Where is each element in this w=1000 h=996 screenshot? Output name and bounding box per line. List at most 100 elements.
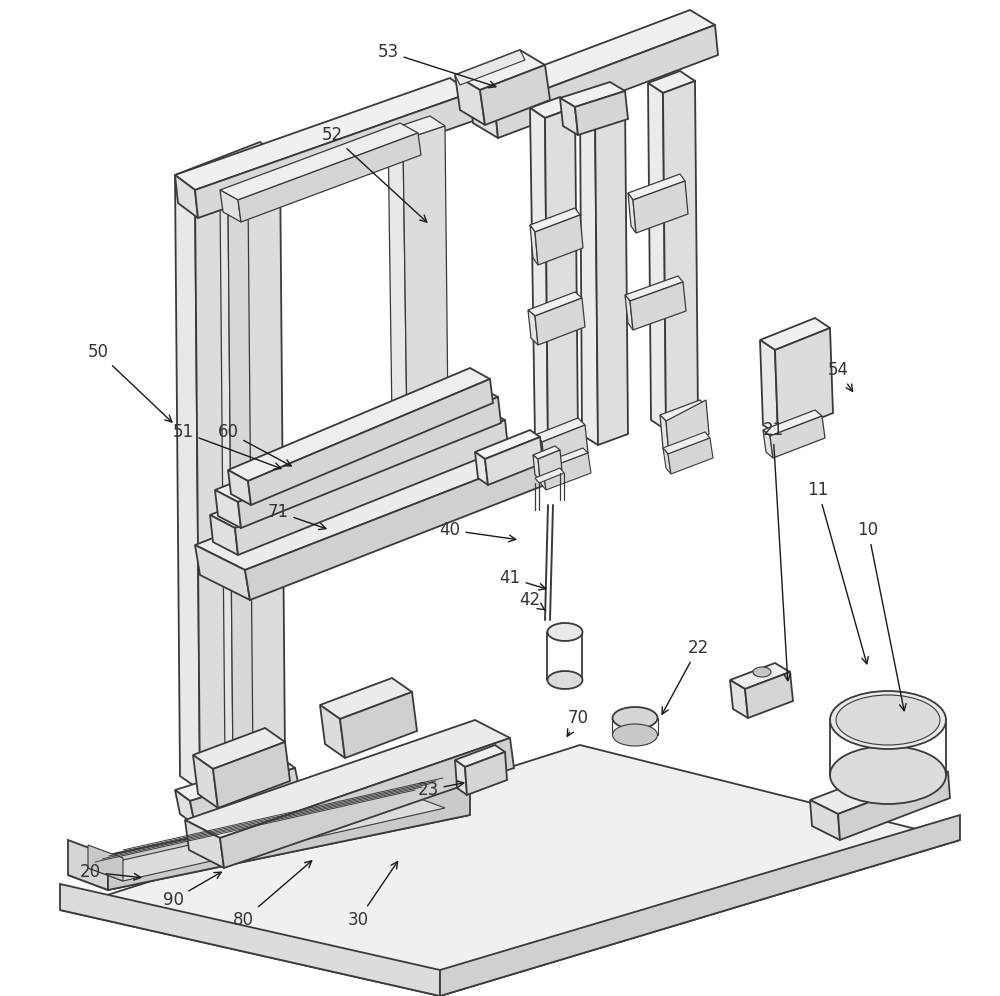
Text: 10: 10 [857, 521, 906, 711]
Ellipse shape [548, 671, 582, 689]
Polygon shape [530, 97, 575, 118]
Polygon shape [88, 845, 123, 881]
Polygon shape [538, 450, 562, 480]
Polygon shape [215, 490, 241, 528]
Polygon shape [810, 758, 948, 814]
Polygon shape [228, 368, 490, 481]
Text: 40: 40 [440, 521, 516, 542]
Polygon shape [190, 768, 300, 825]
Polygon shape [340, 692, 417, 758]
Polygon shape [535, 435, 545, 470]
Polygon shape [320, 705, 345, 758]
Ellipse shape [548, 623, 582, 641]
Polygon shape [560, 82, 625, 107]
Text: 71: 71 [267, 503, 326, 530]
Polygon shape [530, 108, 548, 450]
Polygon shape [580, 102, 598, 445]
Polygon shape [535, 418, 585, 442]
Polygon shape [663, 432, 710, 454]
Polygon shape [475, 430, 540, 459]
Text: 80: 80 [232, 861, 312, 929]
Polygon shape [533, 455, 540, 480]
Polygon shape [535, 298, 585, 345]
Polygon shape [730, 680, 748, 718]
Polygon shape [175, 78, 470, 190]
Polygon shape [403, 126, 448, 430]
Text: 53: 53 [377, 43, 496, 88]
Polygon shape [668, 438, 713, 474]
Polygon shape [485, 437, 543, 485]
Polygon shape [108, 780, 470, 890]
Polygon shape [220, 738, 514, 868]
Polygon shape [660, 400, 706, 421]
Polygon shape [533, 446, 560, 459]
Polygon shape [195, 545, 250, 600]
Polygon shape [663, 448, 671, 474]
Polygon shape [455, 760, 467, 795]
Text: 42: 42 [519, 591, 546, 611]
Polygon shape [220, 187, 248, 203]
Polygon shape [475, 452, 488, 485]
Polygon shape [175, 175, 198, 218]
Ellipse shape [830, 691, 946, 749]
Polygon shape [175, 175, 200, 790]
Polygon shape [193, 755, 218, 808]
Polygon shape [663, 81, 698, 430]
Polygon shape [538, 448, 588, 470]
Polygon shape [543, 453, 591, 490]
Polygon shape [455, 745, 505, 767]
Polygon shape [455, 50, 525, 85]
Polygon shape [235, 420, 508, 555]
Polygon shape [628, 174, 685, 200]
Polygon shape [220, 190, 241, 222]
Polygon shape [220, 123, 418, 200]
Polygon shape [470, 93, 498, 138]
Polygon shape [495, 25, 718, 138]
Polygon shape [575, 91, 628, 135]
Polygon shape [763, 430, 773, 458]
Polygon shape [175, 142, 280, 191]
Polygon shape [648, 71, 695, 93]
Polygon shape [660, 415, 669, 455]
Polygon shape [730, 663, 790, 689]
Polygon shape [228, 195, 253, 770]
Polygon shape [388, 130, 407, 430]
Polygon shape [195, 93, 473, 218]
Text: 41: 41 [499, 569, 546, 590]
Text: 22: 22 [662, 639, 709, 714]
Ellipse shape [830, 746, 946, 804]
Polygon shape [388, 116, 445, 140]
Polygon shape [193, 728, 285, 769]
Polygon shape [763, 410, 822, 436]
Polygon shape [666, 400, 709, 455]
Polygon shape [625, 295, 633, 330]
Polygon shape [838, 772, 950, 840]
Polygon shape [185, 820, 224, 868]
Polygon shape [625, 276, 683, 301]
Polygon shape [228, 470, 251, 505]
Ellipse shape [836, 695, 940, 745]
Polygon shape [648, 83, 666, 430]
Polygon shape [595, 101, 628, 445]
Polygon shape [560, 98, 578, 135]
Polygon shape [60, 884, 440, 996]
Polygon shape [545, 107, 578, 450]
Polygon shape [535, 468, 564, 483]
Polygon shape [538, 465, 546, 490]
Polygon shape [210, 515, 238, 555]
Polygon shape [535, 215, 583, 265]
Polygon shape [810, 800, 840, 840]
Text: 11: 11 [807, 481, 868, 663]
Polygon shape [480, 65, 550, 125]
Polygon shape [220, 195, 233, 770]
Polygon shape [628, 193, 636, 233]
Text: 23: 23 [417, 781, 464, 799]
Text: 60: 60 [218, 423, 291, 466]
Polygon shape [580, 91, 625, 112]
Polygon shape [775, 328, 833, 435]
Polygon shape [215, 385, 498, 502]
Polygon shape [770, 416, 825, 458]
Text: 30: 30 [347, 862, 398, 929]
Text: 50: 50 [88, 343, 172, 422]
Polygon shape [630, 282, 686, 330]
